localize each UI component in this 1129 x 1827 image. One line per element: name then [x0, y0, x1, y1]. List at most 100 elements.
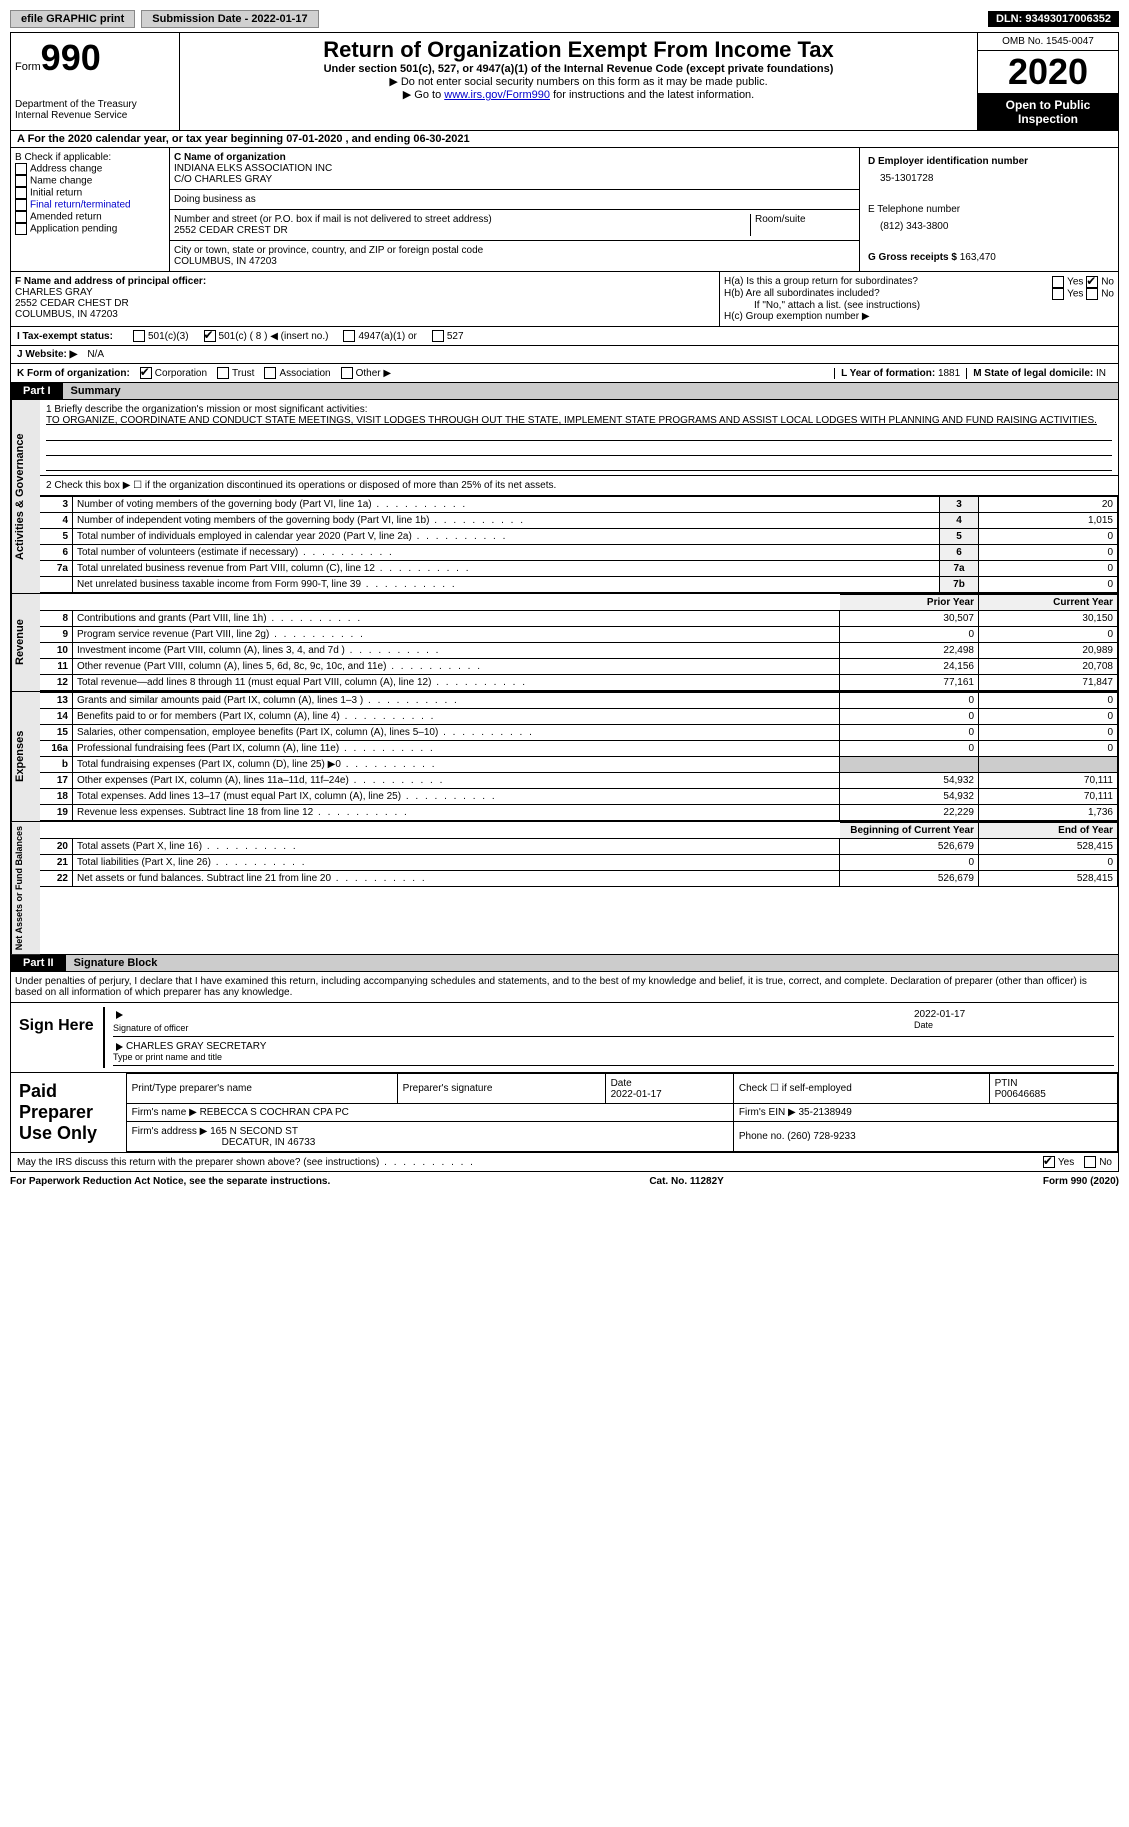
line-key: 4: [940, 513, 979, 529]
line-num: 5: [40, 529, 73, 545]
address-change-checkbox[interactable]: [15, 163, 27, 175]
part2-title: Signature Block: [66, 955, 1118, 971]
hb-yes-checkbox[interactable]: [1052, 288, 1064, 300]
revenue-section: Revenue Prior Year Current Year8 Contrib…: [10, 594, 1119, 692]
mission-text: TO ORGANIZE, COORDINATE AND CONDUCT STAT…: [46, 415, 1112, 426]
submission-button[interactable]: Submission Date - 2022-01-17: [141, 10, 318, 28]
discuss-yes-checkbox[interactable]: [1043, 1156, 1055, 1168]
prior-value: 0: [840, 725, 979, 741]
line-num: b: [40, 757, 73, 773]
firm-phone-label: Phone no.: [739, 1131, 785, 1142]
box-h: H(a) Is this a group return for subordin…: [719, 272, 1118, 326]
org-name: INDIANA ELKS ASSOCIATION INC: [174, 163, 855, 174]
4947-checkbox[interactable]: [343, 330, 355, 342]
line-key: 5: [940, 529, 979, 545]
city-label: City or town, state or province, country…: [174, 245, 855, 256]
line-key: 7b: [940, 577, 979, 593]
instructions-link[interactable]: www.irs.gov/Form990: [444, 89, 550, 101]
box-c: C Name of organization INDIANA ELKS ASSO…: [170, 148, 859, 271]
501c-checkbox[interactable]: [204, 330, 216, 342]
form-number: 990: [41, 37, 101, 78]
trust-checkbox[interactable]: [217, 367, 229, 379]
box-b-title: B Check if applicable:: [15, 152, 165, 163]
ha-no-checkbox[interactable]: [1086, 276, 1098, 288]
sign-here-label: Sign Here: [15, 1007, 103, 1068]
section-bcd: B Check if applicable: Address change Na…: [10, 148, 1119, 272]
opt-assoc: Association: [279, 368, 330, 379]
final-return-checkbox[interactable]: [15, 199, 27, 211]
mission-label: 1 Briefly describe the organization's mi…: [46, 404, 1112, 415]
line-num: 12: [40, 675, 73, 691]
line-value: 0: [979, 577, 1118, 593]
row-a-tax-year: A For the 2020 calendar year, or tax yea…: [10, 131, 1119, 148]
sign-date: 2022-01-17: [914, 1009, 1114, 1020]
row-klm: K Form of organization: Corporation Trus…: [10, 364, 1119, 383]
current-value: 0: [979, 709, 1118, 725]
name-arrow-icon: [116, 1043, 123, 1051]
discuss-no-checkbox[interactable]: [1084, 1156, 1096, 1168]
firm-addr-label: Firm's address ▶: [132, 1126, 208, 1137]
line-value: 0: [979, 545, 1118, 561]
prior-value: 54,932: [840, 773, 979, 789]
current-value: 20,989: [979, 643, 1118, 659]
line-key: 3: [940, 497, 979, 513]
prior-value: 0: [840, 693, 979, 709]
application-pending-checkbox[interactable]: [15, 223, 27, 235]
prior-value: 24,156: [840, 659, 979, 675]
officer-name: CHARLES GRAY: [15, 287, 715, 298]
addr-value: 2552 CEDAR CREST DR: [174, 225, 750, 236]
line-text: Professional fundraising fees (Part IX, …: [73, 741, 840, 757]
preparer-table: Print/Type preparer's name Preparer's si…: [126, 1073, 1118, 1152]
assoc-checkbox[interactable]: [264, 367, 276, 379]
gross-label: G Gross receipts $: [868, 252, 957, 263]
hb-label: H(b) Are all subordinates included?: [724, 288, 880, 300]
amended-return-checkbox[interactable]: [15, 211, 27, 223]
name-change-checkbox[interactable]: [15, 175, 27, 187]
penalty-text: Under penalties of perjury, I declare th…: [10, 972, 1119, 1003]
corp-checkbox[interactable]: [140, 367, 152, 379]
year-formation-label: L Year of formation:: [841, 368, 935, 379]
current-value: 528,415: [979, 839, 1118, 855]
ha-yes-checkbox[interactable]: [1052, 276, 1064, 288]
box-f: F Name and address of principal officer:…: [11, 272, 719, 326]
line-text: Net unrelated business taxable income fr…: [73, 577, 940, 593]
expenses-table: 13 Grants and similar amounts paid (Part…: [40, 692, 1118, 821]
ptin-label: PTIN: [995, 1078, 1018, 1089]
open-to-public: Open to Public Inspection: [978, 94, 1118, 130]
line-text: Total liabilities (Part X, line 26): [73, 855, 840, 871]
col-header: Prior Year: [840, 595, 979, 611]
line-value: 0: [979, 561, 1118, 577]
501c3-checkbox[interactable]: [133, 330, 145, 342]
opt-527: 527: [447, 331, 464, 342]
prep-sig-label: Preparer's signature: [397, 1074, 605, 1104]
hb-no-checkbox[interactable]: [1086, 288, 1098, 300]
firm-label: Firm's name ▶: [132, 1107, 197, 1118]
subtitle-3: ▶ Go to www.irs.gov/Form990 for instruct…: [184, 88, 973, 101]
line-num: 7a: [40, 561, 73, 577]
org-name-label: C Name of organization: [174, 152, 286, 163]
efile-button[interactable]: efile GRAPHIC print: [10, 10, 135, 28]
other-checkbox[interactable]: [341, 367, 353, 379]
line-text: Investment income (Part VIII, column (A)…: [73, 643, 840, 659]
part2-header: Part II Signature Block: [10, 955, 1119, 972]
line-text: Contributions and grants (Part VIII, lin…: [73, 611, 840, 627]
prior-value: 0: [840, 627, 979, 643]
dln-label: DLN: 93493017006352: [988, 11, 1119, 27]
line-text: Total fundraising expenses (Part IX, col…: [73, 757, 840, 773]
line-num: 9: [40, 627, 73, 643]
revenue-table: Prior Year Current Year8 Contributions a…: [40, 594, 1118, 691]
527-checkbox[interactable]: [432, 330, 444, 342]
signer-name-label: Type or print name and title: [113, 1052, 222, 1062]
line-text: Benefits paid to or for members (Part IX…: [73, 709, 840, 725]
prep-self-emp: Check ☐ if self-employed: [733, 1074, 989, 1104]
room-label: Room/suite: [750, 214, 855, 236]
dba-label: Doing business as: [174, 194, 855, 205]
footer-right: Form 990 (2020): [1043, 1176, 1119, 1187]
initial-return-checkbox[interactable]: [15, 187, 27, 199]
discuss-yes: Yes: [1058, 1157, 1074, 1168]
prior-value: 0: [840, 709, 979, 725]
title-box: Return of Organization Exempt From Incom…: [180, 33, 977, 130]
firm-addr: 165 N SECOND ST: [210, 1126, 298, 1137]
current-value: 0: [979, 855, 1118, 871]
form-header: Form990 Department of the Treasury Inter…: [10, 32, 1119, 131]
